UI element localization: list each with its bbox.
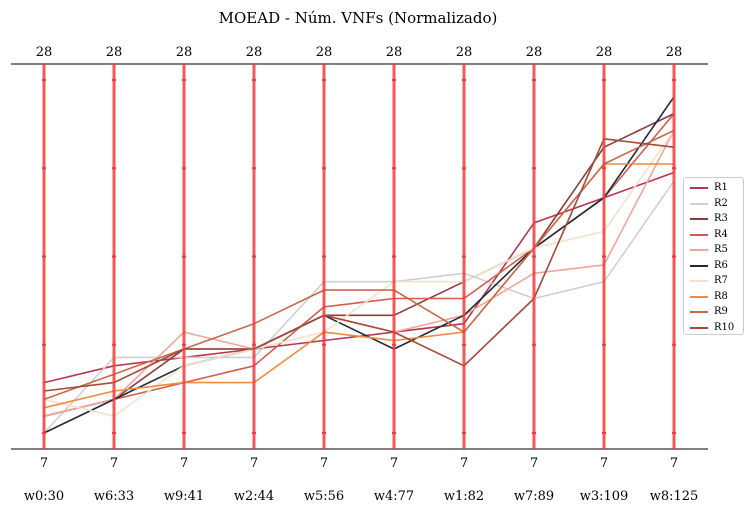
axis-labels: 28 7 w0:30 28 7 w6:33 28 7 w9:41 28 7 w2:44 28 7 w5:56… bbox=[24, 45, 698, 504]
bottom-tick-label: 7 bbox=[460, 456, 468, 471]
legend-label: R1 bbox=[714, 182, 728, 193]
legend-label: R9 bbox=[714, 306, 728, 317]
bottom-tick-label: 7 bbox=[180, 456, 188, 471]
legend-swatch bbox=[690, 326, 708, 329]
axis-name-label: w5:56 bbox=[304, 489, 344, 504]
series-line-r6 bbox=[43, 96, 675, 434]
axis-name-label: w3:109 bbox=[580, 489, 629, 504]
bottom-tick-label: 7 bbox=[670, 456, 678, 471]
legend-label: R3 bbox=[714, 213, 728, 224]
axis-name-label: w9:41 bbox=[164, 489, 204, 504]
legend-item-r4: R4 bbox=[690, 229, 728, 241]
top-tick-label: 28 bbox=[526, 45, 543, 60]
series-line-r7 bbox=[43, 129, 675, 418]
top-tick-label: 28 bbox=[106, 45, 123, 60]
legend-item-r6: R6 bbox=[690, 260, 728, 272]
bottom-tick-label: 7 bbox=[390, 456, 398, 471]
bottom-tick-label: 7 bbox=[40, 456, 48, 471]
bottom-tick-label: 7 bbox=[250, 456, 258, 471]
series-line-r2 bbox=[43, 180, 675, 434]
bottom-tick-label: 7 bbox=[600, 456, 608, 471]
legend-swatch bbox=[690, 280, 708, 282]
series-line-r9 bbox=[43, 129, 675, 401]
axis-name-label: w0:30 bbox=[24, 489, 64, 504]
legend-swatch bbox=[690, 218, 708, 220]
legend-item-r5: R5 bbox=[690, 244, 728, 256]
legend-swatch bbox=[690, 264, 708, 267]
series-line-r3 bbox=[43, 112, 675, 417]
legend-label: R7 bbox=[714, 275, 728, 286]
legend-item-r2: R2 bbox=[690, 198, 728, 210]
series-line-r1 bbox=[43, 171, 675, 384]
top-tick-label: 28 bbox=[36, 45, 53, 60]
series-lines bbox=[43, 96, 675, 434]
parallel-axes bbox=[42, 64, 676, 449]
axis-name-label: w4:77 bbox=[374, 489, 414, 504]
legend-item-r8: R8 bbox=[690, 291, 728, 303]
bottom-tick-label: 7 bbox=[110, 456, 118, 471]
legend-item-r9: R9 bbox=[690, 306, 728, 318]
top-tick-label: 28 bbox=[386, 45, 403, 60]
legend-item-r3: R3 bbox=[690, 213, 728, 225]
axis-name-label: w7:89 bbox=[514, 489, 554, 504]
top-tick-label: 28 bbox=[246, 45, 263, 60]
bottom-tick-label: 7 bbox=[530, 456, 538, 471]
top-tick-label: 28 bbox=[176, 45, 193, 60]
legend-swatch bbox=[690, 249, 708, 251]
top-tick-label: 28 bbox=[596, 45, 613, 60]
axis-name-label: w6:33 bbox=[94, 489, 134, 504]
legend-item-r1: R1 bbox=[690, 182, 728, 194]
series-line-r10 bbox=[43, 138, 675, 392]
top-tick-label: 28 bbox=[456, 45, 473, 60]
legend-swatch bbox=[690, 202, 708, 205]
legend-label: R10 bbox=[714, 321, 735, 333]
axis-name-label: w1:82 bbox=[444, 489, 484, 504]
legend-label: R5 bbox=[714, 244, 728, 255]
legend-label: R8 bbox=[714, 290, 728, 302]
axis-name-label: w8:125 bbox=[650, 489, 699, 504]
legend-item-r10: R10 bbox=[690, 322, 734, 334]
legend-item-r7: R7 bbox=[690, 275, 728, 287]
legend-swatch bbox=[690, 311, 708, 313]
bottom-tick-label: 7 bbox=[320, 456, 328, 471]
legend-swatch bbox=[690, 295, 708, 298]
top-tick-label: 28 bbox=[316, 45, 333, 60]
legend-swatch bbox=[690, 187, 708, 189]
legend-label: R4 bbox=[714, 228, 728, 240]
legend: R1 R2 R3 R4 R5 R6 R7 R8 R9 R10 bbox=[683, 177, 744, 335]
legend-label: R6 bbox=[714, 259, 728, 271]
chart-title: MOEAD - Núm. VNFs (Normalizado) bbox=[219, 9, 498, 27]
series-line-r5 bbox=[43, 130, 675, 417]
axis-name-label: w2:44 bbox=[234, 489, 274, 504]
top-tick-label: 28 bbox=[666, 45, 683, 60]
legend-label: R2 bbox=[714, 197, 728, 209]
legend-swatch bbox=[690, 233, 708, 236]
